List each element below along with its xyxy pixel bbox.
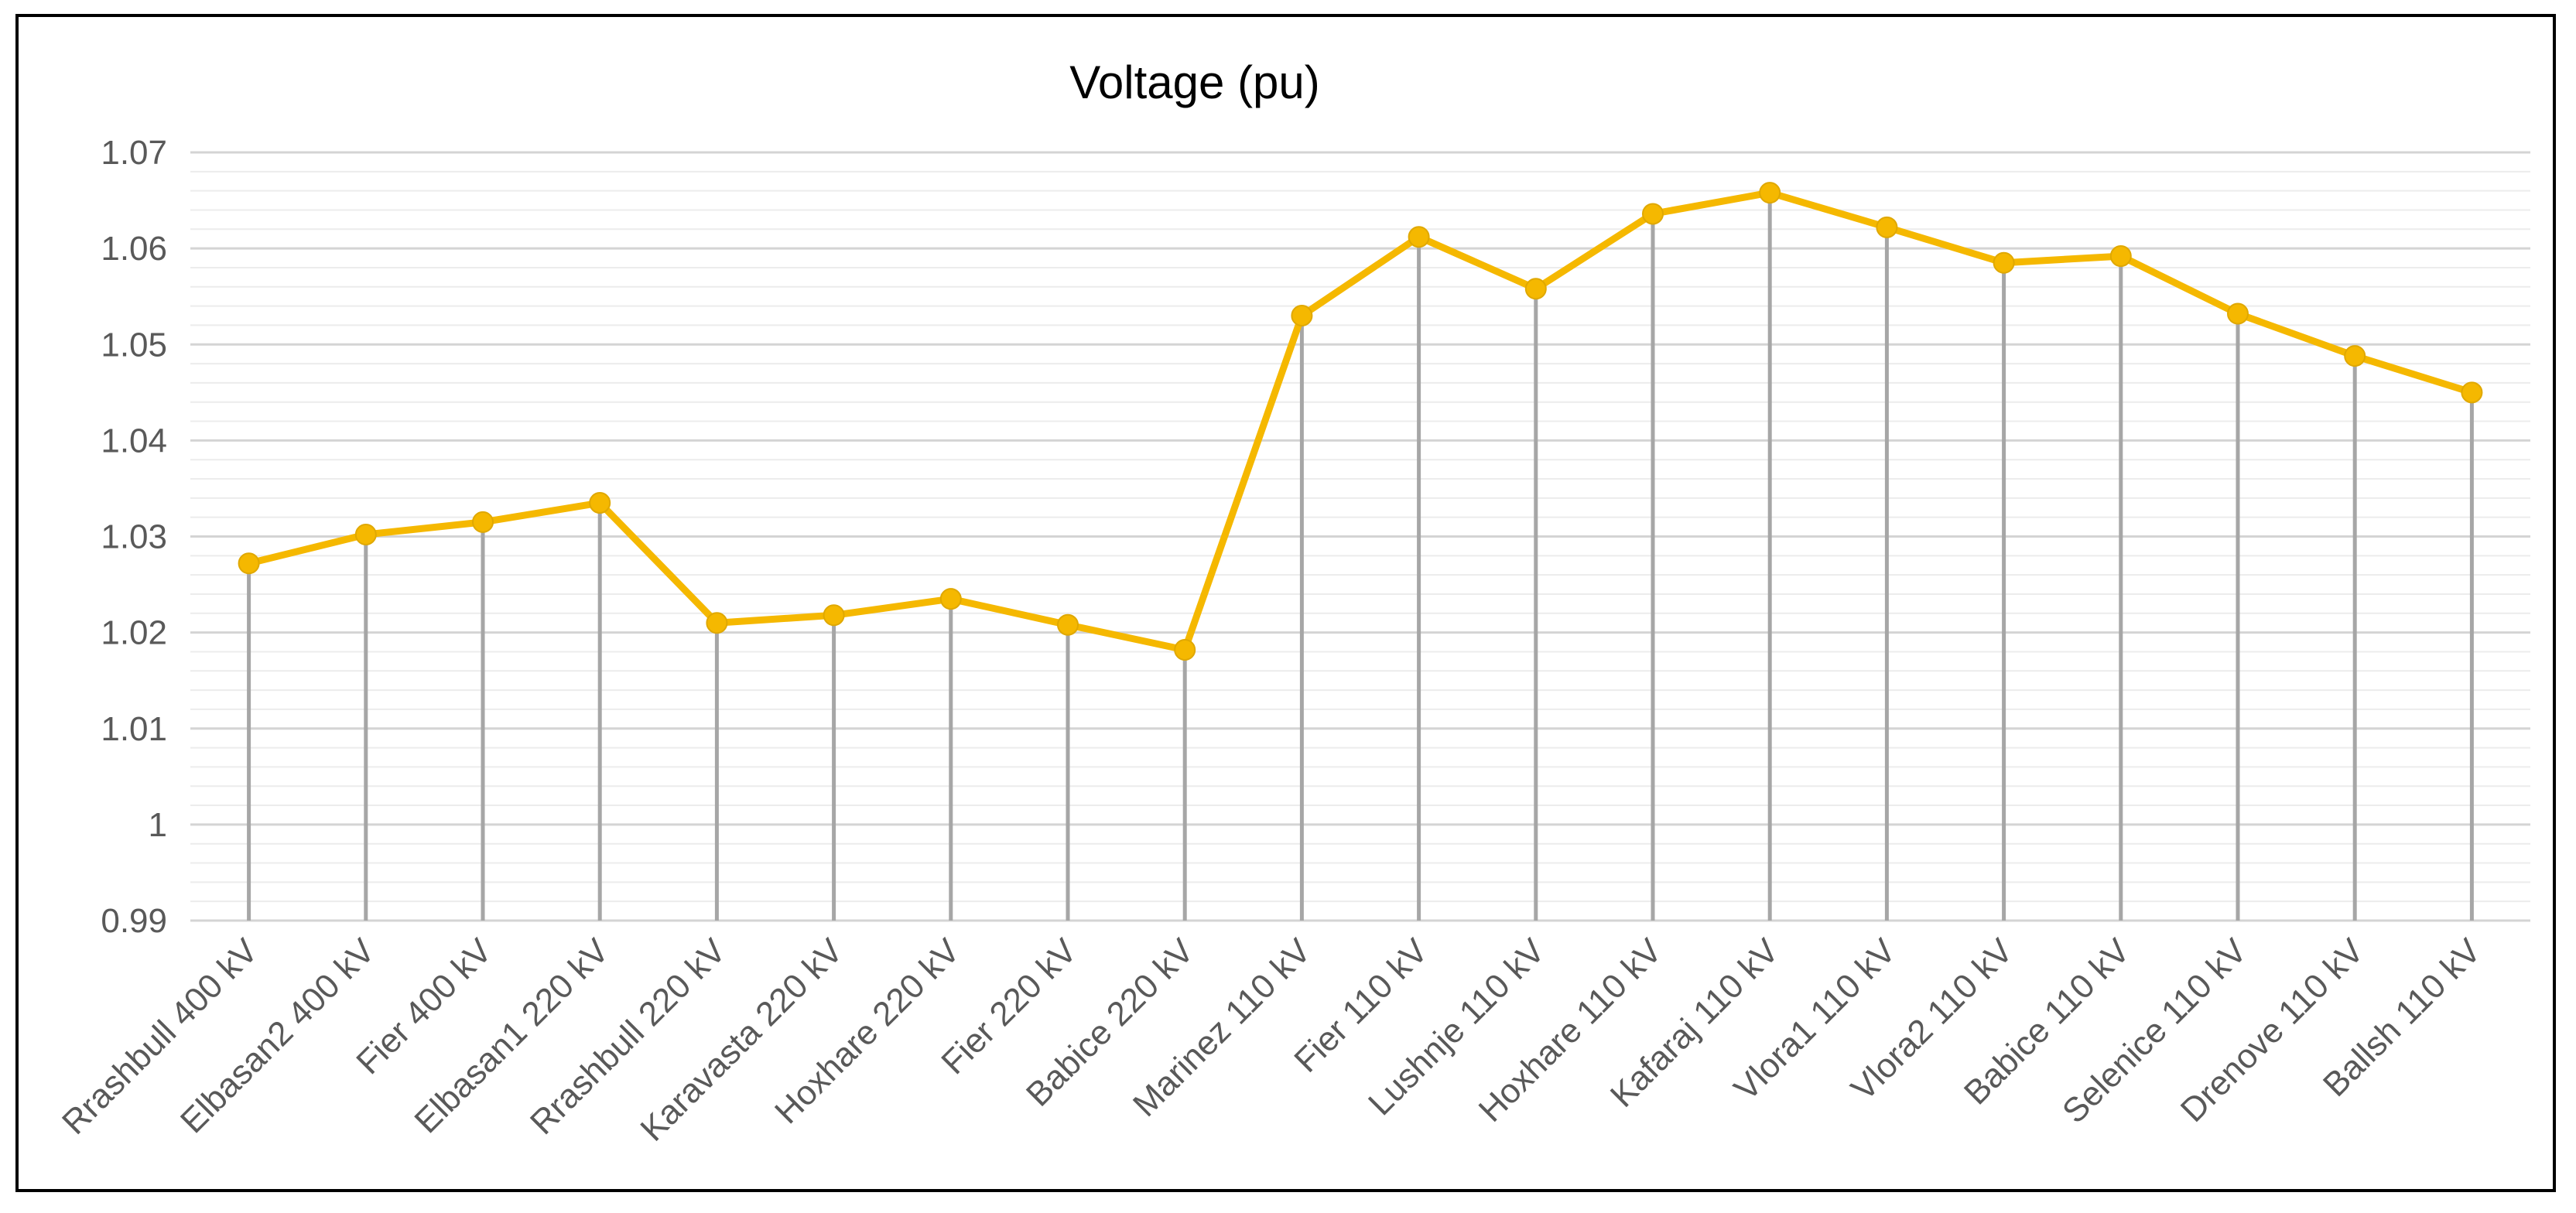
y-tick-label: 1.06 — [101, 230, 167, 268]
data-point — [1524, 278, 1547, 300]
data-point — [1642, 203, 1664, 225]
series-voltage — [245, 189, 2475, 654]
data-point — [706, 612, 728, 634]
y-tick-label: 1.01 — [101, 710, 167, 748]
x-tick-label: Rrashbull 220 kV — [523, 931, 734, 1142]
data-point — [1057, 613, 1079, 636]
data-point — [1174, 638, 1196, 661]
data-point — [238, 552, 260, 575]
y-axis-tick-labels: 0.99 1 1.01 1.02 1.03 1.04 1.05 1.06 1.07 — [101, 134, 167, 940]
y-tick-label: 0.99 — [101, 902, 167, 940]
data-point — [823, 604, 845, 627]
y-tick-label: 1.04 — [101, 422, 167, 460]
y-tick-label: 1.03 — [101, 518, 167, 556]
data-point — [2461, 381, 2483, 404]
y-tick-label: 1.07 — [101, 134, 167, 172]
data-points — [238, 182, 2483, 661]
data-point — [2109, 245, 2132, 268]
minor-gridlines — [190, 170, 2530, 903]
series-line — [245, 189, 2475, 654]
x-tick-label: Elbasan1 220 kV — [407, 931, 616, 1140]
y-tick-label: 1.05 — [101, 326, 167, 364]
data-point — [939, 588, 962, 610]
data-point — [1876, 216, 1898, 238]
y-tick-label: 1.02 — [101, 614, 167, 652]
y-tick-label: 1 — [149, 806, 167, 844]
data-point — [1291, 305, 1313, 327]
data-point — [1993, 251, 2015, 274]
data-point — [2227, 302, 2249, 325]
chart-title: Voltage (pu) — [1069, 56, 1320, 108]
chart-svg: Voltage (pu) 0.99 1 1.01 1.02 1.03 1.04 1.05 1.… — [55, 56, 2530, 1149]
x-tick-label: Rrashbull 400 kV — [55, 931, 265, 1142]
x-tick-label: Karavasta 220 kV — [633, 931, 850, 1149]
data-point — [472, 511, 494, 533]
data-point — [589, 492, 611, 514]
major-gridlines — [190, 151, 2530, 922]
x-tick-label: Elbasan2 400 kV — [173, 931, 382, 1140]
data-point — [1759, 182, 1781, 204]
data-point — [2344, 345, 2366, 367]
chart-frame: Voltage (pu) 0.99 1 1.01 1.02 1.03 1.04 1.05 1.… — [15, 14, 2556, 1192]
data-point — [1408, 226, 1430, 248]
drop-lines — [247, 193, 2474, 921]
data-point — [354, 524, 377, 546]
